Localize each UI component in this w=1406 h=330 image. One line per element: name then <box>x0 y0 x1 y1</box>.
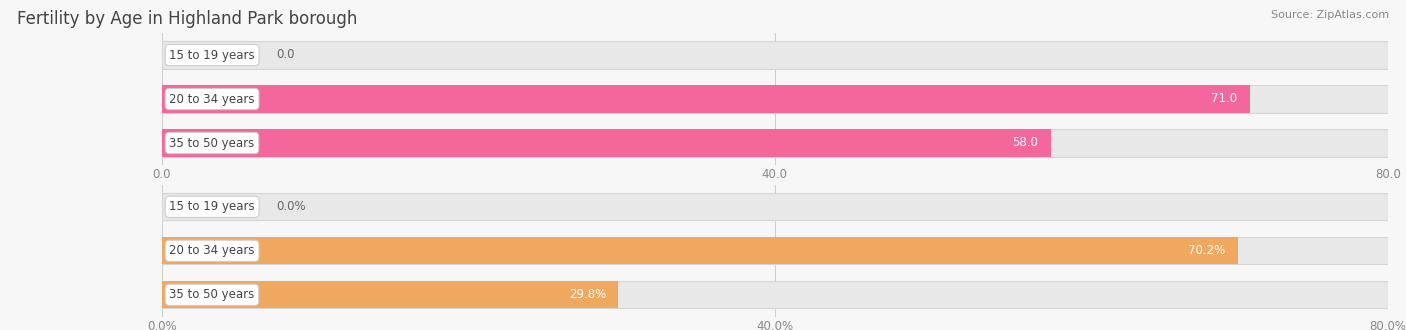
Bar <box>162 41 1388 69</box>
Text: Fertility by Age in Highland Park borough: Fertility by Age in Highland Park boroug… <box>17 10 357 28</box>
Text: 58.0: 58.0 <box>1012 137 1038 149</box>
Text: Source: ZipAtlas.com: Source: ZipAtlas.com <box>1271 10 1389 20</box>
Text: 71.0: 71.0 <box>1212 92 1237 106</box>
Text: 35 to 50 years: 35 to 50 years <box>169 288 254 301</box>
Bar <box>162 281 1388 309</box>
Text: 70.2%: 70.2% <box>1188 244 1225 257</box>
Bar <box>162 129 1050 157</box>
Bar <box>162 129 1388 157</box>
Text: 0.0: 0.0 <box>277 49 295 61</box>
Bar <box>162 85 1250 113</box>
Text: 29.8%: 29.8% <box>569 288 606 301</box>
Bar <box>162 193 1388 220</box>
Text: 15 to 19 years: 15 to 19 years <box>169 49 254 61</box>
Text: 20 to 34 years: 20 to 34 years <box>169 92 254 106</box>
Bar <box>162 281 619 309</box>
Text: 0.0%: 0.0% <box>277 200 307 213</box>
Bar <box>162 237 1237 264</box>
Text: 20 to 34 years: 20 to 34 years <box>169 244 254 257</box>
Bar <box>162 237 1388 264</box>
Text: 15 to 19 years: 15 to 19 years <box>169 200 254 213</box>
Bar <box>162 85 1388 113</box>
Text: 35 to 50 years: 35 to 50 years <box>169 137 254 149</box>
